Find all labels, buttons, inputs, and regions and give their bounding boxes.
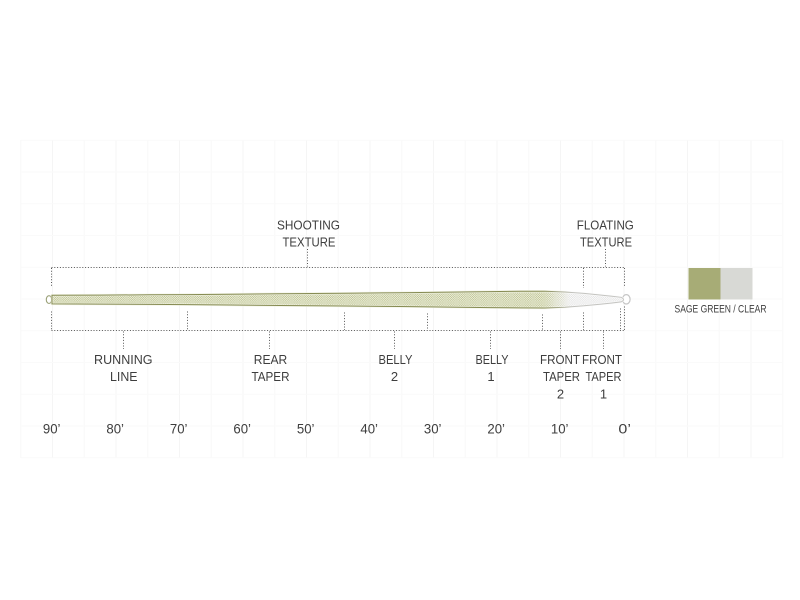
svg-text:60’: 60’ xyxy=(233,421,251,437)
svg-text:FRONT: FRONT xyxy=(540,352,580,367)
svg-text:RUNNING: RUNNING xyxy=(94,352,153,367)
svg-text:80’: 80’ xyxy=(106,421,124,437)
svg-text:BELLY: BELLY xyxy=(379,352,413,367)
svg-text:1: 1 xyxy=(487,369,494,384)
svg-text:FRONT: FRONT xyxy=(582,352,622,367)
svg-text:SHOOTING: SHOOTING xyxy=(277,218,340,233)
svg-text:50’: 50’ xyxy=(297,421,315,437)
svg-text:SAGE GREEN / CLEAR: SAGE GREEN / CLEAR xyxy=(675,304,767,316)
svg-text:TAPER: TAPER xyxy=(543,369,580,384)
svg-text:1: 1 xyxy=(600,387,607,402)
svg-text:TAPER: TAPER xyxy=(586,369,622,384)
svg-text:BELLY: BELLY xyxy=(476,352,509,367)
svg-text:LINE: LINE xyxy=(110,369,138,384)
svg-text:TEXTURE: TEXTURE xyxy=(580,235,632,250)
svg-text:2: 2 xyxy=(557,387,564,402)
svg-text:0’: 0’ xyxy=(618,421,631,437)
svg-text:10’: 10’ xyxy=(551,421,569,437)
svg-text:REAR: REAR xyxy=(254,352,288,367)
svg-text:2: 2 xyxy=(391,369,398,384)
svg-text:30’: 30’ xyxy=(424,421,442,437)
svg-text:20’: 20’ xyxy=(487,421,505,437)
svg-text:TAPER: TAPER xyxy=(252,369,290,384)
svg-text:70’: 70’ xyxy=(170,421,188,437)
svg-text:TEXTURE: TEXTURE xyxy=(283,235,336,250)
svg-text:40’: 40’ xyxy=(360,421,378,437)
svg-text:90’: 90’ xyxy=(43,421,61,437)
svg-text:FLOATING: FLOATING xyxy=(577,218,634,233)
